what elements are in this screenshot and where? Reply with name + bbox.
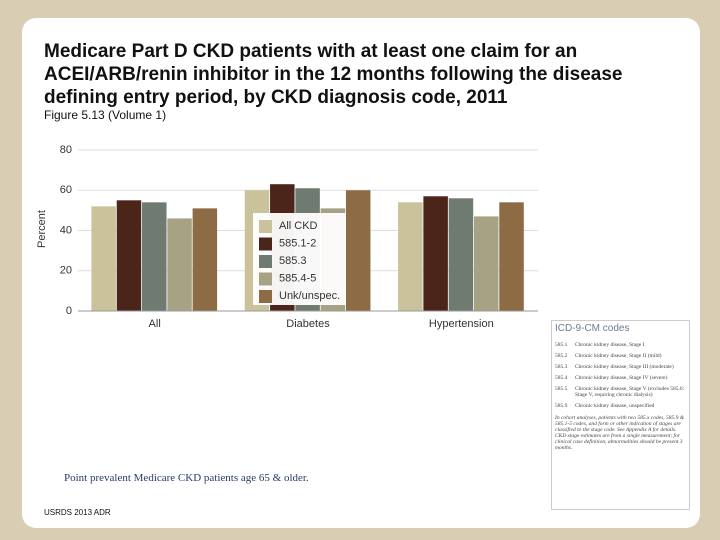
icd-code: 585.3 xyxy=(555,364,568,370)
bar xyxy=(448,198,474,311)
icd-entry: 585.4 Chronic kidney disease, Stage IV (s… xyxy=(555,375,686,381)
icd-label: Chronic kidney disease, Stage III (moder… xyxy=(575,364,674,370)
icd-list: 585.1 Chronic kidney disease, Stage I 585.… xyxy=(555,342,686,409)
icd-code: 585.1 xyxy=(555,342,568,348)
bar xyxy=(142,202,167,311)
title: Medicare Part D CKD patients with at lea… xyxy=(44,41,623,108)
icd-label: Chronic kidney disease, Stage V (exclude… xyxy=(575,386,685,398)
bar xyxy=(499,202,524,311)
icd-code: 585.4 xyxy=(555,375,568,381)
icd-label: Chronic kidney disease, Stage IV (severe… xyxy=(575,375,668,381)
bar xyxy=(423,196,448,311)
bar xyxy=(398,202,423,311)
bar xyxy=(116,200,142,311)
subtitle: Figure 5.13 (Volume 1) xyxy=(44,108,167,122)
bar xyxy=(167,218,192,311)
icd-label: Chronic kidney disease, Stage I xyxy=(575,342,645,348)
bar xyxy=(473,216,499,311)
icd-code: 585.2 xyxy=(555,353,568,359)
legend-swatch xyxy=(259,220,272,233)
icd-code: 585.5 xyxy=(555,386,568,392)
icd-entry: 585.5 Chronic kidney disease, Stage V (ex… xyxy=(555,386,686,398)
legend-label: Unk/unspec. xyxy=(279,290,340,302)
legend-swatch xyxy=(259,272,272,286)
icd-panel: ICD-9-CM codes 585.1 Chronic kidney disea… xyxy=(551,320,690,510)
note: Point prevalent Medicare CKD patients ag… xyxy=(64,472,309,484)
source: USRDS 2013 ADR xyxy=(44,508,111,517)
y-axis-label: Percent xyxy=(36,210,48,248)
icd-note: In cohort analyses, patients with two 58… xyxy=(555,415,685,451)
icd-title: ICD-9-CM codes xyxy=(555,323,630,334)
y-tick-label: 0 xyxy=(66,305,72,317)
legend-swatch xyxy=(259,290,272,303)
bar xyxy=(91,206,116,311)
x-tick-label: Diabetes xyxy=(286,318,330,330)
icd-code: 585.9 xyxy=(555,403,568,409)
y-tick-label: 80 xyxy=(60,144,72,156)
y-tick-label: 60 xyxy=(60,184,72,196)
legend-label: 585.3 xyxy=(279,255,307,267)
y-tick-label: 20 xyxy=(60,265,72,277)
icd-label: Chronic kidney disease, Stage II (mild) xyxy=(575,353,662,359)
legend-label: All CKD xyxy=(279,220,318,232)
icd-entry: 585.2 Chronic kidney disease, Stage II (m… xyxy=(555,353,686,359)
legend-label: 585.1-2 xyxy=(279,237,316,249)
bar xyxy=(192,208,218,311)
icd-entry: 585.3 Chronic kidney disease, Stage III (… xyxy=(555,364,686,370)
legend-label: 585.4-5 xyxy=(279,272,316,284)
x-tick-label: Hypertension xyxy=(429,318,494,330)
bar xyxy=(345,190,371,311)
icd-entry: 585.1 Chronic kidney disease, Stage I xyxy=(555,342,686,348)
legend-swatch xyxy=(259,237,272,251)
icd-entry: 585.9 Chronic kidney disease, unspecified xyxy=(555,403,686,409)
x-tick-label: All xyxy=(149,318,161,330)
icd-label: Chronic kidney disease, unspecified xyxy=(575,403,655,409)
y-tick-label: 40 xyxy=(60,224,72,236)
legend-swatch xyxy=(259,255,272,268)
